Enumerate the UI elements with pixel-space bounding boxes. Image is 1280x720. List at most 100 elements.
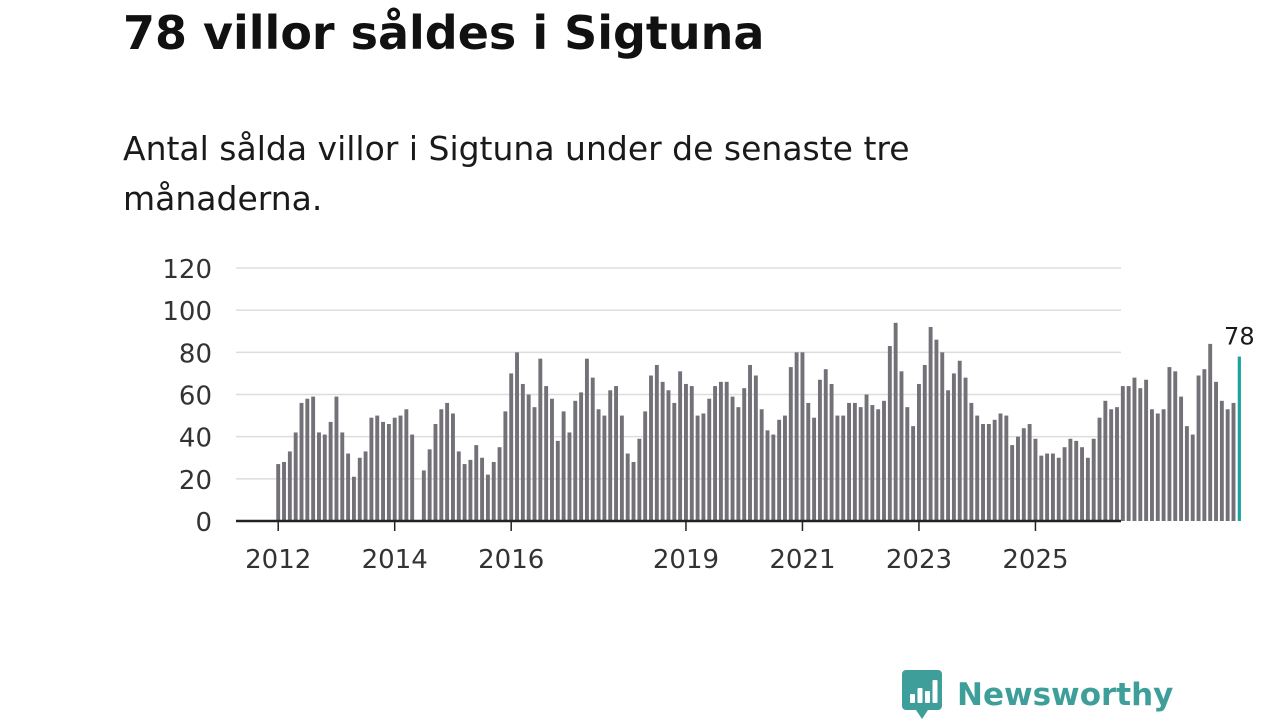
bar	[386, 424, 391, 521]
x-tick-label: 2016	[478, 545, 544, 575]
bar	[736, 407, 741, 521]
bar	[771, 434, 776, 521]
y-tick-label: 60	[179, 382, 212, 412]
bar	[573, 400, 578, 521]
bar	[1062, 447, 1067, 521]
bar	[1138, 388, 1143, 521]
x-tick-label: 2019	[653, 545, 719, 575]
bar	[637, 438, 642, 521]
bar	[515, 352, 519, 521]
bar	[794, 352, 799, 521]
bar	[584, 358, 589, 521]
bar	[1179, 396, 1184, 521]
bar	[905, 407, 910, 521]
bar	[934, 339, 939, 521]
bar	[922, 364, 927, 521]
bar	[876, 409, 881, 521]
bar	[841, 415, 846, 521]
bar	[678, 371, 683, 521]
bar	[847, 402, 851, 521]
bar	[445, 402, 450, 521]
annotations: 78	[1224, 323, 1255, 351]
bar	[1016, 436, 1020, 521]
highlight-value-label: 78	[1224, 323, 1255, 351]
bar	[998, 413, 1003, 521]
bar	[887, 346, 892, 521]
x-axis	[236, 519, 1121, 531]
y-tick-label: 100	[162, 297, 212, 327]
y-tick-label: 40	[179, 424, 212, 454]
bar	[1115, 407, 1119, 521]
bar	[1120, 386, 1125, 521]
bar	[928, 327, 933, 521]
bar-chart: 0 20 40 60 80 100 120 2012 2014 2016 2019 2021 2023…	[162, 255, 1255, 575]
bar	[951, 373, 956, 521]
bar	[625, 453, 630, 521]
bar	[1155, 413, 1160, 521]
bar	[579, 392, 584, 521]
bar	[1074, 440, 1079, 521]
chart-title: 78 villor såldes i Sigtuna	[123, 6, 765, 60]
bar	[340, 432, 345, 521]
bar	[893, 322, 898, 521]
bar	[1196, 375, 1201, 521]
bar	[1033, 438, 1038, 521]
bar	[468, 459, 473, 521]
bar	[1097, 417, 1102, 521]
bar	[823, 369, 828, 521]
bar	[334, 396, 339, 521]
bar	[864, 394, 869, 521]
bar	[1190, 434, 1195, 521]
bar	[1150, 409, 1154, 521]
bar	[1219, 400, 1224, 521]
bar	[684, 383, 688, 521]
bar	[1068, 438, 1073, 521]
bar	[1167, 367, 1172, 521]
bar	[276, 464, 281, 521]
y-tick-label: 80	[179, 339, 212, 369]
bar	[1202, 369, 1207, 521]
newsworthy-logo: Newsworthy	[902, 670, 1173, 720]
bar	[730, 396, 735, 521]
x-tick-label: 2023	[886, 545, 952, 575]
bar	[654, 364, 659, 521]
bar	[1091, 438, 1096, 521]
bar	[1080, 447, 1084, 521]
bars	[276, 322, 1241, 522]
bar	[1132, 377, 1137, 521]
bar	[456, 451, 461, 521]
x-tick-label: 2025	[1002, 545, 1068, 575]
bar	[858, 407, 863, 521]
bar	[555, 440, 560, 521]
bar	[1027, 424, 1032, 521]
bar	[567, 432, 572, 521]
bar	[882, 400, 886, 521]
bar	[474, 445, 479, 521]
bar	[911, 426, 916, 522]
bar	[491, 461, 496, 521]
y-axis-tick-labels: 0 20 40 60 80 100 120	[162, 255, 212, 538]
bar	[602, 415, 607, 521]
bar	[986, 424, 991, 521]
bar	[724, 381, 729, 521]
bar	[783, 415, 787, 521]
bar	[940, 352, 945, 521]
bar	[946, 390, 951, 521]
highlight-bar	[1237, 356, 1241, 521]
y-tick-label: 120	[162, 255, 212, 285]
bar	[346, 453, 351, 521]
bar	[532, 407, 537, 521]
chart-subtitle: Antal sålda villor i Sigtuna under de se…	[123, 129, 910, 218]
bar	[1045, 453, 1050, 521]
bar	[1085, 457, 1090, 521]
bar	[899, 371, 904, 521]
bar	[305, 398, 310, 521]
bar	[614, 386, 618, 521]
bar	[963, 377, 968, 521]
bar	[1039, 455, 1044, 521]
bar	[753, 375, 758, 521]
bar	[643, 411, 648, 521]
bar	[398, 415, 403, 521]
bar	[748, 364, 752, 521]
bar	[969, 402, 974, 521]
